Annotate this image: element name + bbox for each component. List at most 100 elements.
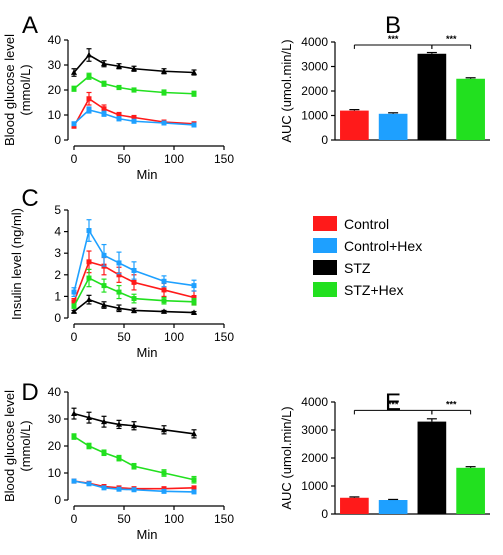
y-tick-label: 3 xyxy=(54,246,61,260)
data-point xyxy=(116,421,122,427)
data-point xyxy=(191,69,197,75)
y-axis-title: (mmol/L) xyxy=(18,64,33,115)
y-tick-label: 4 xyxy=(54,225,61,239)
data-point xyxy=(191,489,197,495)
data-point xyxy=(161,68,167,74)
data-point xyxy=(101,252,107,258)
x-tick-label: 150 xyxy=(214,330,234,344)
data-point xyxy=(161,90,167,95)
x-tick-label: 50 xyxy=(117,330,131,344)
data-point xyxy=(86,481,92,487)
y-axis-title: AUC (umol.min/L) xyxy=(279,406,294,509)
x-tick-label: 100 xyxy=(164,330,184,344)
data-point xyxy=(161,488,167,494)
y-axis-title: Blood glucose level xyxy=(2,390,17,502)
bar-control xyxy=(340,497,369,514)
data-point xyxy=(116,260,122,266)
data-point xyxy=(86,51,92,58)
data-point xyxy=(161,120,167,126)
data-point xyxy=(86,296,92,303)
x-tick-label: 0 xyxy=(71,330,78,344)
x-tick-label: 0 xyxy=(71,512,78,526)
legend-label-control-hex: Control+Hex xyxy=(344,238,422,254)
legend-swatch-control xyxy=(313,216,337,231)
data-point xyxy=(131,279,137,285)
bar-stz xyxy=(417,53,447,141)
data-point xyxy=(161,486,167,492)
data-point xyxy=(131,296,137,302)
data-point xyxy=(71,410,77,416)
data-point xyxy=(191,299,197,305)
data-point xyxy=(101,485,107,491)
panel-letter: C xyxy=(21,185,38,212)
series-stz-hex xyxy=(71,433,197,484)
series-control-hex xyxy=(71,478,197,495)
y-tick-label: 40 xyxy=(48,385,62,399)
x-axis-title: Min xyxy=(137,167,158,182)
data-point xyxy=(131,487,137,493)
data-point xyxy=(191,477,197,483)
data-point xyxy=(101,301,107,308)
y-tick-label: 1000 xyxy=(301,109,328,123)
y-tick-label: 1 xyxy=(54,289,61,303)
x-tick-label: 0 xyxy=(71,152,78,166)
series-stz xyxy=(71,294,197,315)
series-stz xyxy=(71,407,197,439)
data-point xyxy=(131,463,137,469)
y-tick-label: 0 xyxy=(54,493,61,507)
y-tick-label: 4000 xyxy=(301,35,328,49)
data-point xyxy=(116,112,122,118)
data-point xyxy=(86,443,92,449)
data-point xyxy=(101,283,107,289)
legend-label-stz: STZ xyxy=(344,260,371,276)
y-tick-label: 4000 xyxy=(301,395,328,409)
bar-control xyxy=(340,110,369,140)
data-point xyxy=(86,107,92,113)
panel-a: A 0 10 20 30 40 0 50 100 150 Min Blood glucose leve… xyxy=(2,12,234,182)
data-point xyxy=(71,478,77,484)
panel-e: E 0 1000 2000 3000 4000 AUC (umol.min/L) *** *** xyxy=(279,389,490,521)
x-axis-title: Min xyxy=(137,527,158,542)
data-point xyxy=(86,73,92,79)
data-point xyxy=(161,298,167,304)
y-tick-label: 2 xyxy=(54,268,61,282)
data-point xyxy=(86,414,92,421)
x-tick-label: 150 xyxy=(214,152,234,166)
x-tick-label: 150 xyxy=(214,512,234,526)
data-point xyxy=(131,267,137,273)
data-point xyxy=(86,96,92,102)
panel-letter: D xyxy=(21,379,38,406)
data-point xyxy=(101,111,107,117)
data-point xyxy=(71,86,77,92)
data-point xyxy=(101,60,107,67)
series-stz-hex xyxy=(71,268,197,309)
y-tick-label: 3000 xyxy=(301,423,328,437)
y-tick-label: 0 xyxy=(54,311,61,325)
data-point xyxy=(86,259,92,265)
significance-label: *** xyxy=(446,399,457,409)
data-point xyxy=(191,294,197,300)
panel-d: D 0 10 20 30 40 0 50 100 150 Min Blood glucose leve… xyxy=(2,379,234,542)
y-tick-label: 40 xyxy=(48,33,62,47)
legend: Control Control+Hex STZ STZ+Hex xyxy=(313,216,422,298)
data-point xyxy=(131,422,137,429)
series-stz-hex xyxy=(71,72,197,97)
data-point xyxy=(191,309,197,315)
y-tick-label: 2000 xyxy=(301,451,328,465)
series-line xyxy=(73,435,195,481)
data-point xyxy=(131,307,137,313)
bar-control-hex xyxy=(378,113,408,140)
x-tick-label: 50 xyxy=(117,152,131,166)
y-tick-label: 3000 xyxy=(301,60,328,74)
panel-letter: E xyxy=(385,389,401,416)
data-point xyxy=(161,426,167,433)
data-point xyxy=(116,486,122,492)
y-tick-label: 30 xyxy=(48,58,62,72)
data-point xyxy=(191,485,197,491)
series-control-hex xyxy=(71,106,197,128)
data-point xyxy=(116,63,122,69)
series-stz xyxy=(71,48,197,77)
data-point xyxy=(71,299,77,305)
data-point xyxy=(71,308,77,314)
